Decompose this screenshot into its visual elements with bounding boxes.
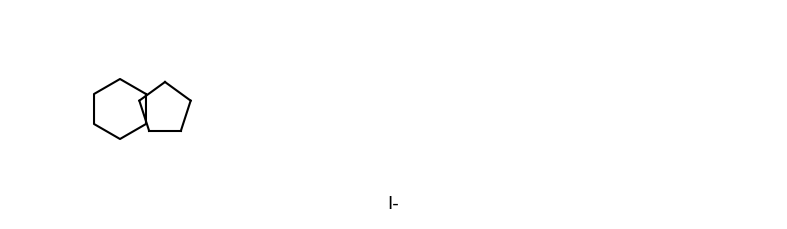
Text: I-: I- [388,195,399,213]
